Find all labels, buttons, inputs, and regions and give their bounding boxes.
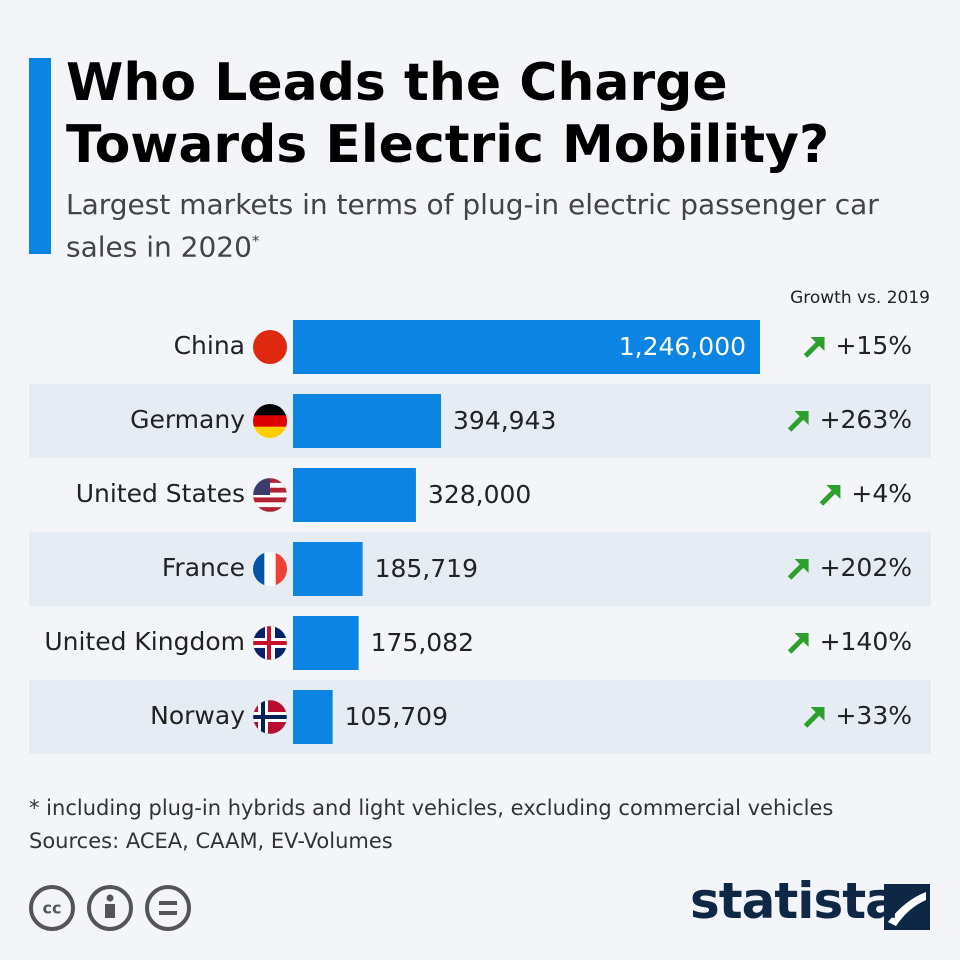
growth-label: +15% (835, 331, 912, 360)
note: * including plug-in hybrids and light ve… (29, 796, 834, 820)
flag (252, 477, 288, 513)
accent-bar (29, 58, 51, 254)
growth-arrow (803, 340, 822, 358)
value-label: 1,246,000 (619, 332, 746, 361)
row-band (29, 532, 931, 606)
flag-stripe (253, 497, 287, 503)
category-label: United Kingdom (44, 627, 245, 656)
brand: statista (690, 872, 899, 930)
growth-label: +140% (820, 627, 912, 656)
growth-arrow (803, 710, 822, 728)
bar (293, 690, 333, 744)
bar (293, 468, 416, 522)
flag-outline (252, 699, 288, 735)
flag (252, 625, 288, 661)
bar (293, 320, 760, 374)
flag-cross (253, 715, 287, 719)
flag (252, 699, 288, 735)
flag (253, 330, 287, 364)
row-band (29, 680, 931, 754)
bar (293, 542, 363, 596)
subtitle-text: Largest markets in terms of plug-in elec… (66, 188, 879, 264)
flag-outline (252, 477, 288, 513)
flag-stripe (253, 426, 287, 438)
source: Sources: ACEA, CAAM, EV-Volumes (29, 829, 393, 853)
growth-label: +263% (820, 405, 912, 434)
growth-arrowhead (826, 485, 841, 499)
flag-stripe (253, 415, 287, 428)
growth-arrowhead (794, 411, 809, 425)
category-label: United States (76, 479, 245, 508)
value-label: 394,943 (453, 406, 556, 435)
flag-stripe (253, 552, 265, 586)
growth-arrow (787, 562, 806, 580)
growth-label: +33% (835, 701, 912, 730)
growth-arrowhead (810, 337, 825, 351)
svg-text:cc: cc (43, 899, 62, 918)
license-icons: cc (29, 885, 191, 931)
value-label: 328,000 (428, 480, 531, 509)
flag-cross (253, 641, 287, 645)
growth-arrowhead (810, 707, 825, 721)
growth-arrow (819, 488, 838, 506)
flag-stripe (253, 404, 287, 416)
flag (253, 552, 287, 586)
growth-arrowhead (794, 633, 809, 647)
brand-logo (884, 884, 930, 930)
category-label: France (162, 553, 245, 582)
bar (293, 616, 359, 670)
row-band (29, 384, 931, 458)
footnote: * including plug-in hybrids and light ve… (29, 792, 833, 858)
flag-stripe (264, 552, 277, 586)
growth-label: +202% (820, 553, 912, 582)
growth-header: Growth vs. 2019 (790, 288, 930, 308)
category-label: Germany (130, 405, 245, 434)
bar (293, 394, 442, 448)
flag (253, 404, 287, 438)
chart-title: Who Leads the Charge Towards Electric Mo… (66, 53, 830, 175)
chart-subtitle: Largest markets in terms of plug-in elec… (66, 186, 886, 265)
value-label: 185,719 (375, 554, 478, 583)
category-label: China (174, 331, 245, 360)
growth-arrow (787, 636, 806, 654)
value-label: 105,709 (345, 702, 448, 731)
category-label: Norway (150, 701, 245, 730)
flag-field (253, 330, 287, 364)
growth-arrowhead (794, 559, 809, 573)
subtitle-marker: * (251, 232, 260, 250)
flag-stripe (275, 552, 287, 586)
growth-label: +4% (851, 479, 912, 508)
value-label: 175,082 (371, 628, 474, 657)
flag-outline (252, 625, 288, 661)
growth-arrow (787, 414, 806, 432)
flag-stripe (253, 507, 287, 512)
